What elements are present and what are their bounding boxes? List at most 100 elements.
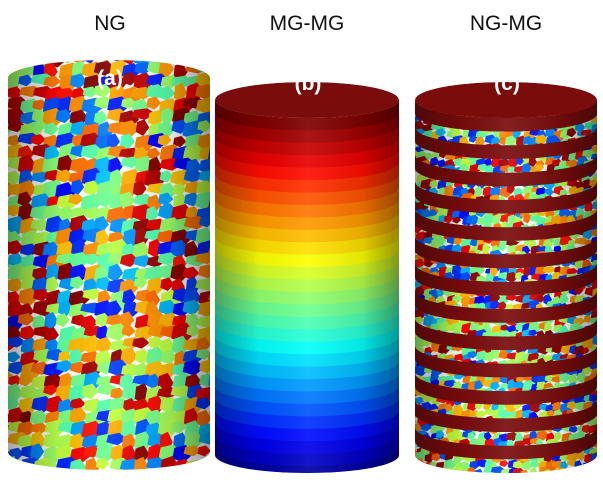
cylinder	[0, 47, 245, 470]
grain	[599, 374, 603, 387]
grain	[415, 164, 416, 174]
grain	[405, 195, 414, 206]
grain	[596, 266, 597, 277]
grain	[600, 433, 603, 441]
grain	[196, 458, 210, 470]
grain	[598, 353, 603, 364]
grain	[8, 192, 10, 212]
grain	[598, 288, 603, 296]
grain	[597, 274, 603, 281]
grain	[600, 122, 603, 129]
top-face	[415, 82, 597, 118]
grain	[198, 60, 210, 71]
grain	[208, 60, 210, 62]
grain	[406, 252, 415, 260]
grain	[437, 469, 448, 473]
grain	[598, 224, 603, 237]
grain	[422, 466, 436, 473]
shading	[415, 82, 597, 473]
grain	[597, 365, 603, 375]
cylinder	[215, 82, 399, 473]
panel-title: NG	[94, 12, 126, 35]
grain	[598, 158, 603, 165]
panel-label: (c)	[494, 72, 520, 95]
grain	[0, 134, 8, 147]
grain	[415, 468, 419, 473]
grain	[598, 152, 603, 162]
grain	[8, 276, 9, 289]
grain	[406, 171, 414, 180]
grain	[597, 142, 603, 154]
grain	[573, 468, 587, 473]
grain	[225, 61, 241, 77]
grain	[597, 466, 603, 479]
grain	[208, 60, 210, 81]
grain	[415, 461, 420, 469]
grain	[94, 60, 119, 61]
grain	[223, 48, 245, 64]
grain	[17, 60, 41, 65]
grain	[107, 60, 127, 62]
grain	[598, 455, 603, 463]
grain	[597, 337, 603, 344]
panel-title: NG-MG	[470, 12, 542, 35]
cylinder	[405, 82, 603, 479]
grain	[597, 259, 603, 271]
grain	[596, 252, 597, 261]
grain	[146, 60, 171, 64]
grain	[8, 313, 9, 325]
shading	[8, 60, 210, 470]
top-face	[215, 82, 399, 118]
grain	[597, 362, 603, 369]
grain	[590, 467, 597, 473]
grain	[596, 107, 597, 119]
grain	[596, 379, 597, 387]
grain	[597, 278, 603, 290]
grain	[596, 195, 597, 207]
grain	[596, 98, 597, 111]
grain	[0, 159, 6, 174]
grain	[0, 47, 6, 68]
grain	[599, 316, 603, 328]
panel-label: (a)	[97, 67, 123, 90]
grain	[596, 235, 597, 247]
grain	[600, 207, 603, 217]
grain	[598, 179, 603, 187]
grain	[599, 418, 603, 430]
grain	[415, 179, 417, 188]
grain	[184, 60, 205, 63]
grain	[8, 60, 25, 68]
grain	[591, 461, 597, 472]
grain	[170, 60, 185, 63]
grain	[415, 144, 416, 153]
grain	[415, 207, 416, 216]
grain	[415, 223, 416, 235]
grain	[581, 469, 596, 473]
grain	[428, 468, 442, 473]
grain	[598, 297, 603, 305]
grain	[415, 467, 427, 473]
shading	[215, 82, 399, 473]
grain	[406, 332, 415, 340]
grain	[599, 330, 603, 343]
panel-title: MG-MG	[270, 12, 345, 35]
panel-label: (b)	[295, 72, 322, 95]
grain	[211, 72, 234, 89]
grain	[567, 468, 577, 473]
grain	[598, 308, 603, 320]
grain	[600, 127, 603, 139]
grain	[598, 164, 603, 176]
grain	[599, 244, 603, 251]
grain	[598, 408, 603, 419]
grain	[8, 60, 10, 82]
grain	[596, 460, 597, 468]
grain	[598, 229, 603, 236]
grain	[598, 440, 603, 451]
grain	[599, 116, 603, 127]
grain	[598, 402, 603, 409]
grain	[8, 456, 10, 470]
grain	[599, 397, 603, 406]
grain	[596, 302, 597, 312]
